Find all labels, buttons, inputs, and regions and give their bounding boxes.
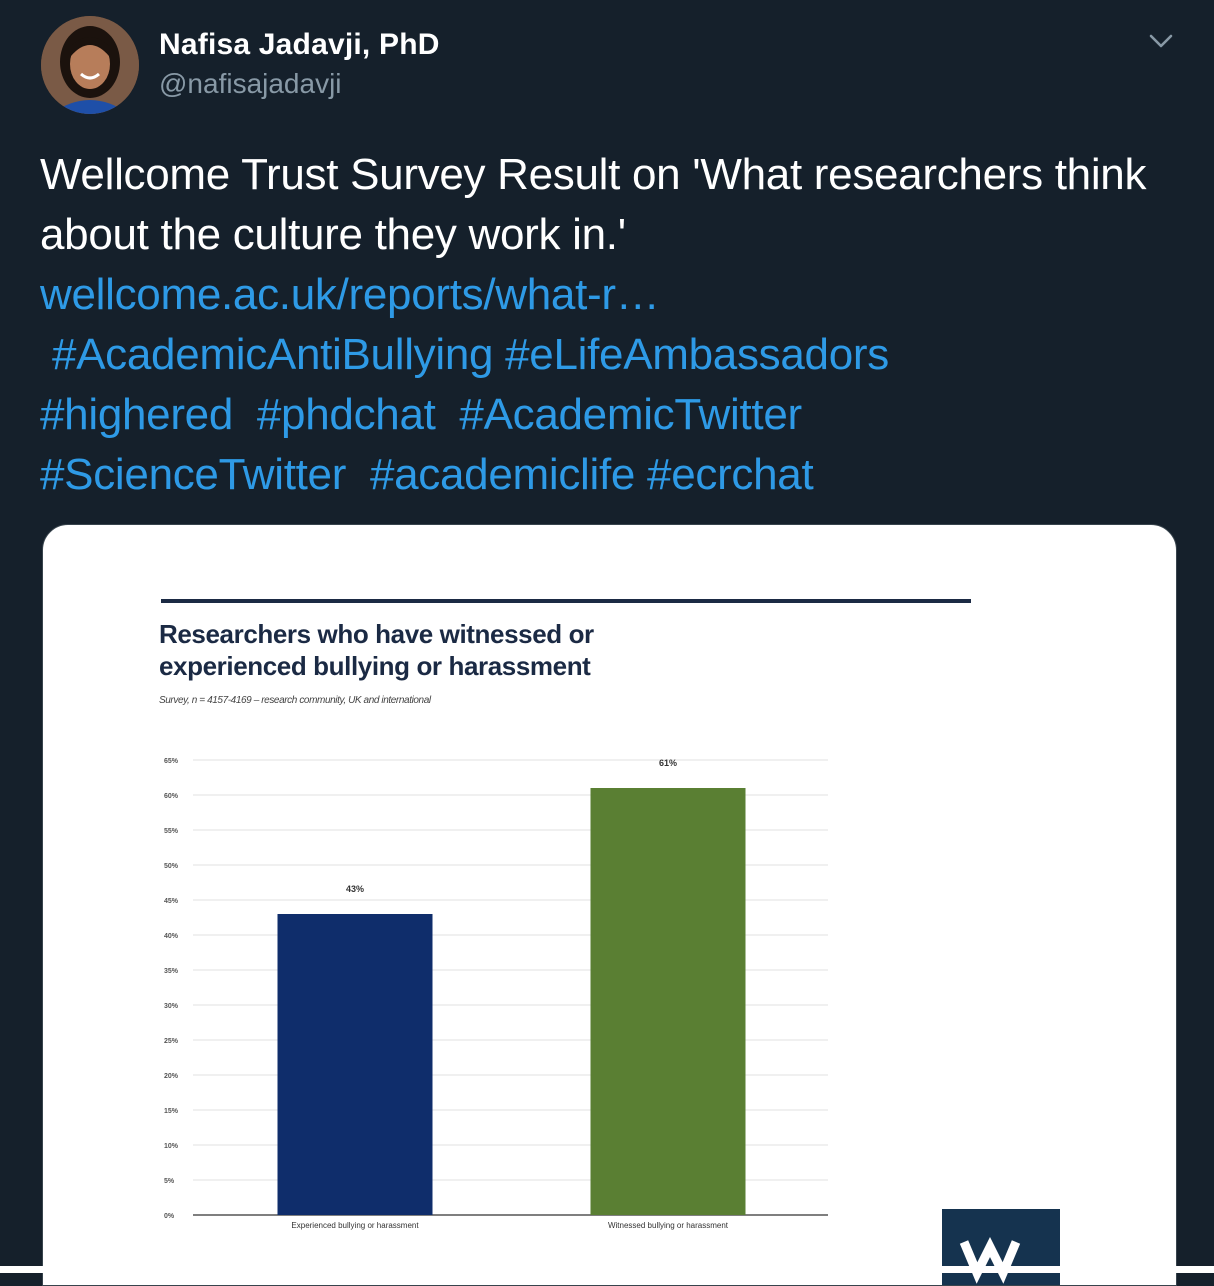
y-tick-label: 45% [164, 898, 179, 905]
hashtag-link[interactable]: #ecrchat [647, 450, 814, 499]
y-tick-label: 10% [164, 1143, 179, 1150]
x-tick-label: Experienced bullying or harassment [291, 1221, 419, 1230]
y-tick-label: 5% [164, 1178, 175, 1185]
bar [277, 914, 433, 1215]
tweet-text-line-1: Wellcome Trust Survey Result on 'What re… [40, 150, 1147, 199]
hashtag-link[interactable]: #AcademicTwitter [459, 390, 802, 439]
y-tick-label: 60% [164, 793, 179, 800]
hashtag-link[interactable]: #eLifeAmbassadors [505, 330, 889, 379]
chart-title: Researchers who have witnessed or experi… [159, 619, 594, 681]
y-tick-label: 65% [164, 758, 179, 765]
y-tick-label: 15% [164, 1108, 179, 1115]
y-tick-label: 50% [164, 863, 179, 870]
hashtag-link[interactable]: #academiclife [369, 450, 636, 499]
y-tick-label: 25% [164, 1038, 179, 1045]
y-tick-label: 20% [164, 1073, 179, 1080]
bottom-edge [0, 1266, 1214, 1273]
tweet-media-image[interactable]: 0% 5% 10% 15% 20% 25% 30% 35% 40% 45% 50% 55% 60% 65%… [42, 524, 1177, 1286]
chevron-down-icon[interactable] [1144, 28, 1178, 54]
hashtag-link[interactable]: #ScienceTwitter [40, 450, 347, 499]
x-tick-label: Witnessed bullying or harassment [608, 1221, 729, 1230]
bar-chart: 0% 5% 10% 15% 20% 25% 30% 35% 40% 45% 50% 55% 60% 65%… [161, 599, 1060, 1285]
tweet-link[interactable]: wellcome.ac.uk/reports/what-r… [40, 270, 660, 319]
author-name[interactable]: Nafisa Jadavji, PhD [159, 28, 440, 61]
y-tick-label: 35% [164, 968, 179, 975]
bar [590, 788, 746, 1215]
hashtag-link[interactable]: #highered [40, 390, 234, 439]
chart-subtitle: Survey, n = 4157-4169 – research communi… [159, 695, 431, 706]
data-label: 61% [659, 758, 677, 768]
author-avatar[interactable] [41, 16, 139, 114]
data-label: 43% [346, 884, 364, 894]
y-tick-label: 0% [164, 1213, 175, 1220]
chart-header-rule [161, 599, 971, 603]
wellcome-w-logo [942, 1209, 1060, 1285]
tweet-text-line-2: about the culture they work in.' [40, 210, 626, 259]
y-tick-label: 55% [164, 828, 179, 835]
author-handle[interactable]: @nafisajadavji [159, 68, 342, 99]
tweet-text: Wellcome Trust Survey Result on 'What re… [40, 145, 1190, 505]
hashtag-link[interactable]: #AcademicAntiBullying [51, 330, 494, 379]
y-tick-label: 40% [164, 933, 179, 940]
y-tick-label: 30% [164, 1003, 179, 1010]
hashtag-link[interactable]: #phdchat [256, 390, 436, 439]
